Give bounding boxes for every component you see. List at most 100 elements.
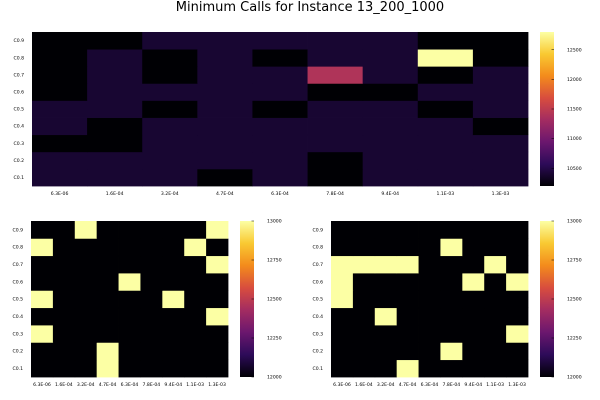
heatmap-cell (362, 66, 419, 84)
heatmap-cell (352, 325, 376, 343)
heatmap-cell (162, 325, 185, 343)
heatmap-cell (206, 221, 229, 239)
heatmap-cell (197, 168, 253, 187)
heatmap-cell (484, 221, 507, 239)
colorbar-tick-label: 10500 (567, 166, 582, 172)
heatmap-cell (418, 221, 441, 239)
heatmap-cell (374, 255, 398, 274)
heatmap-cell (352, 273, 376, 291)
heatmap-cell (462, 342, 485, 361)
y-tick-label: C0.1 (12, 366, 23, 372)
heatmap-cell (417, 83, 474, 101)
heatmap-cell (506, 221, 529, 239)
x-tick-label: 6.3E-04 (121, 382, 139, 388)
heatmap-cell (374, 238, 398, 257)
colorbar (540, 32, 554, 186)
heatmap-cell (184, 221, 207, 239)
heatmap-cell (440, 359, 463, 378)
colorbar-tick-label: 13000 (567, 219, 582, 225)
heatmap-cell (87, 100, 143, 118)
heatmap-cell (307, 32, 364, 50)
heatmap-cell (87, 151, 143, 170)
heatmap-cell (118, 238, 141, 257)
colorbar-tick-label: 12000 (567, 77, 582, 83)
heatmap-cell (362, 83, 419, 101)
heatmap-cell (52, 342, 76, 361)
heatmap-cell (118, 290, 141, 309)
heatmap-cell (31, 359, 54, 378)
heatmap-cell (32, 117, 88, 136)
x-tick-label: 1.3E-03 (508, 382, 526, 388)
heatmap-cell (74, 359, 98, 378)
heatmap-cell (118, 255, 141, 274)
heatmap-cell (96, 238, 119, 257)
heatmap-cell (74, 307, 98, 326)
heatmap-cell (374, 325, 398, 343)
heatmap-cell (142, 66, 198, 84)
heatmap-cell (472, 134, 529, 153)
heatmap-cell (32, 49, 88, 67)
heatmap-cell (162, 342, 185, 361)
heatmap-cell (140, 342, 163, 361)
heatmap-cell (331, 290, 354, 309)
heatmap-cell (472, 83, 529, 101)
y-tick-label: C0.8 (12, 245, 23, 251)
heatmap-cell (140, 290, 163, 309)
heatmap-cell (252, 32, 308, 50)
heatmap-cell (184, 325, 207, 343)
x-tick-label: 4.7E-04 (216, 191, 234, 197)
colorbar-tick-label: 12750 (567, 258, 582, 264)
heatmap-cell (484, 342, 507, 361)
colorbar (240, 221, 254, 377)
x-tick-label: 9.4E-04 (164, 382, 182, 388)
y-tick-label: C0.2 (12, 349, 23, 355)
colorbar-tick-label: 12500 (267, 297, 282, 303)
y-tick-label: C0.3 (13, 141, 24, 147)
heatmap-cell (307, 151, 364, 170)
heatmap-cell (331, 221, 354, 239)
heatmap-cell (331, 325, 354, 343)
heatmap-cell (87, 66, 143, 84)
heatmap-cell (484, 307, 507, 326)
colorbar (540, 221, 554, 377)
heatmap-cell (142, 100, 198, 118)
heatmap-cell (472, 117, 529, 136)
x-tick-label: 6.3E-04 (421, 382, 439, 388)
heatmap-cell (462, 221, 485, 239)
heatmap-cell (197, 49, 253, 67)
heatmap-cell (87, 83, 143, 101)
heatmap-cell (31, 238, 54, 257)
heatmap-cell (362, 168, 419, 187)
heatmap-cell (472, 100, 529, 118)
heatmap-cell (118, 273, 141, 291)
heatmap-cell (74, 255, 98, 274)
heatmap-cell (331, 307, 354, 326)
y-tick-label: C0.3 (312, 331, 323, 337)
heatmap-cell (462, 255, 485, 274)
heatmap-cell (96, 255, 119, 274)
heatmap-cell (184, 238, 207, 257)
heatmap-cell (52, 238, 76, 257)
heatmap-cell (462, 325, 485, 343)
heatmap-cell (118, 221, 141, 239)
heatmap-cell (417, 66, 474, 84)
heatmap-cell (206, 290, 229, 309)
heatmap-cell (331, 273, 354, 291)
heatmap-cell (484, 273, 507, 291)
y-tick-label: C0.2 (13, 158, 24, 164)
heatmap-cell (506, 273, 529, 291)
x-tick-label: 1.6E-04 (355, 382, 373, 388)
y-tick-label: C0.5 (12, 297, 23, 303)
heatmap-cell (307, 83, 364, 101)
heatmap-cell (374, 342, 398, 361)
heatmap-cell (396, 290, 419, 309)
x-tick-label: 7.8E-04 (326, 191, 344, 197)
heatmap-cell (362, 100, 419, 118)
heatmap-cell (362, 151, 419, 170)
heatmap-cell (52, 221, 76, 239)
colorbar-tick-label: 12500 (567, 47, 582, 53)
heatmap-cell (31, 325, 54, 343)
heatmap-cell (472, 168, 529, 187)
heatmap-cell (197, 134, 253, 153)
heatmap-cell (418, 290, 441, 309)
